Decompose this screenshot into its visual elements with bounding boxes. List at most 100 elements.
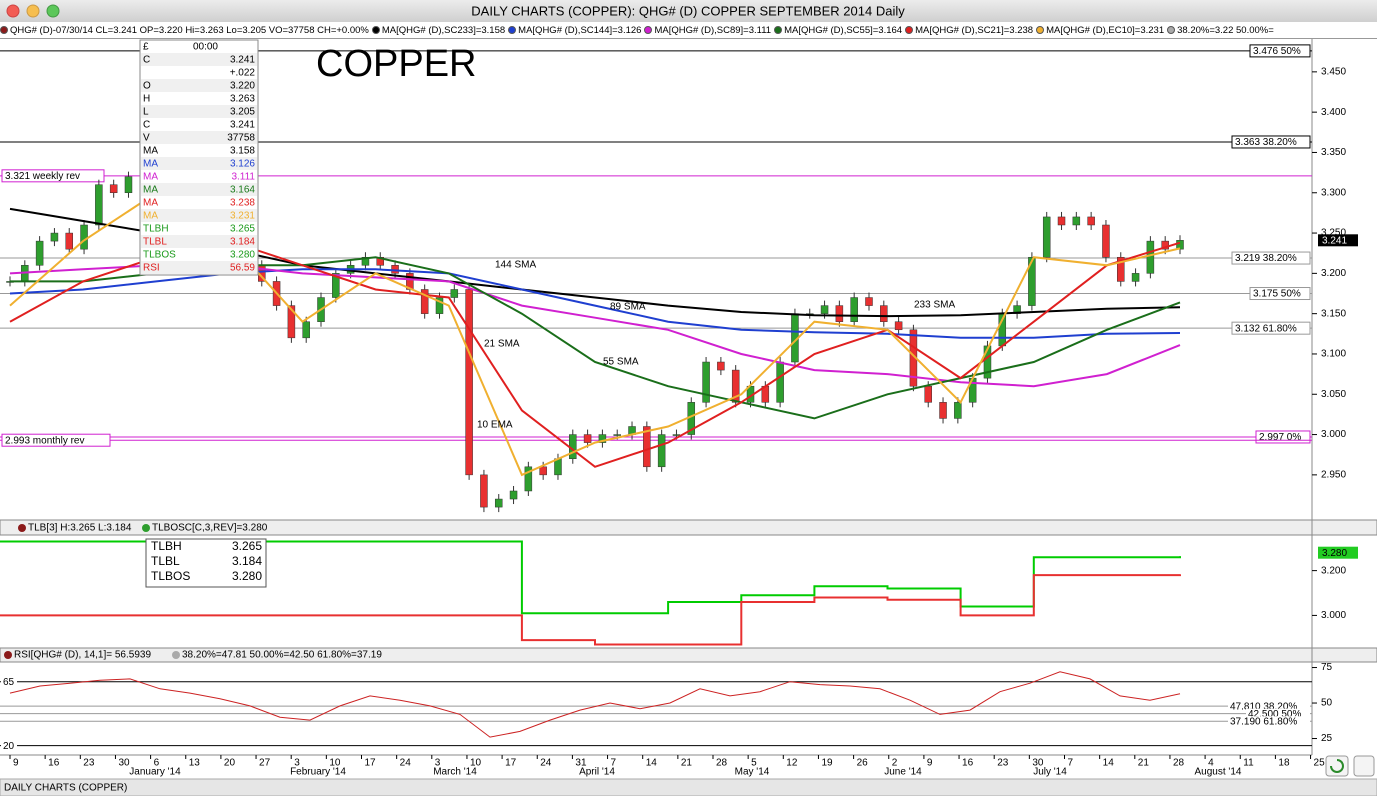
level-label: 3.363 38.20% [1235, 137, 1297, 148]
dw-label: RSI [143, 263, 160, 274]
header-text: MA[QHG# (D),SC89]=3.111 [654, 24, 772, 36]
candle-body [450, 289, 459, 298]
candle-body [613, 434, 621, 436]
candle-body [35, 240, 44, 266]
tlb-dot [18, 524, 26, 532]
moving-average [9, 268, 1181, 339]
date-label: 23 [83, 758, 95, 769]
month-label: August '14 [1195, 767, 1242, 778]
dw-value: 3.205 [230, 107, 255, 118]
date-label: 17 [505, 758, 517, 769]
rsi-header [0, 647, 1377, 663]
tools-button[interactable] [1353, 755, 1375, 777]
date-label: 19 [821, 758, 833, 769]
candle-body [717, 361, 725, 371]
tlb-osc-text: TLBOSC[C,3,REV]=3.280 [152, 523, 268, 534]
month-label: July '14 [1033, 767, 1067, 778]
candle-body [776, 361, 784, 403]
tlb-box-label: TLBOS [151, 569, 190, 583]
y-tick-label: 3.100 [1321, 349, 1346, 360]
header-item: MA[QHG# (D),SC89]=3.111 [644, 25, 771, 36]
candle-body [65, 232, 73, 250]
candle-body [480, 474, 488, 508]
refresh-button[interactable] [1325, 755, 1349, 777]
tlb-header-text: TLB[3] H:3.265 L:3.184 [28, 523, 132, 534]
date-label: 12 [786, 758, 798, 769]
rsi-tick-label: 75 [1321, 662, 1333, 673]
month-label: April '14 [579, 767, 615, 778]
candle-body [954, 402, 962, 419]
date-label: 24 [400, 758, 412, 769]
tlb-tick-label: 3.200 [1321, 565, 1346, 576]
dw-row-bg [141, 261, 257, 274]
rsi-level-box [1, 676, 17, 687]
minimize-button[interactable] [26, 4, 40, 18]
date-label: 14 [1103, 758, 1115, 769]
candle-body [287, 305, 296, 339]
rsi-plot: 65 20 47.810 38.20%42.500 50%37.190 61.80% [0, 671, 1312, 752]
annotation: 10 EMA [477, 420, 513, 431]
date-label: 14 [646, 758, 658, 769]
dw-label: MA [143, 159, 158, 170]
header-text: MA[QHG# (D),SC55]=3.164 [784, 24, 903, 36]
window-title: DAILY CHARTS (COPPER): QHG# (D) COPPER S… [471, 3, 905, 18]
tlb-box-label: TLBL [151, 554, 180, 568]
y-tick-label: 3.400 [1321, 107, 1346, 118]
candle-body [1161, 240, 1169, 250]
y-tick-label: 3.300 [1321, 187, 1346, 198]
candle-body [1057, 216, 1066, 226]
header-text: MA[QHG# (D),SC144]=3.126 [518, 24, 642, 36]
candle-body [865, 297, 873, 306]
dw-label: MA [143, 185, 158, 196]
status-bar [0, 778, 1377, 796]
annotation: 55 SMA [603, 357, 639, 368]
rsi-level-label: 47.810 38.20% [1230, 701, 1297, 712]
rsi-levels-text: 38.20%=47.81 50.00%=42.50 61.80%=37.19 [182, 650, 382, 661]
y-tick-label: 3.150 [1321, 308, 1346, 319]
candle-body [1087, 216, 1095, 226]
candle-body [124, 176, 133, 194]
dw-value: 3.111 [231, 172, 255, 183]
date-label: 9 [13, 758, 19, 769]
dw-label: TLBL [143, 237, 167, 248]
rsi-level-dot [172, 651, 180, 659]
annotation: 89 SMA [610, 302, 646, 313]
zoom-button[interactable] [46, 4, 60, 18]
candle-body [80, 224, 88, 250]
candle-body [657, 434, 666, 468]
close-button[interactable] [6, 4, 20, 18]
dw-value: 3.184 [230, 237, 255, 248]
date-label: 7 [1068, 758, 1074, 769]
annotation: 144 SMA [495, 260, 536, 271]
level-label: 3.175 50% [1253, 289, 1301, 300]
dw-row-bg [141, 105, 257, 118]
tlb-box-label: TLBH [151, 539, 182, 553]
level-label-box [1231, 251, 1311, 265]
candle-body [332, 273, 340, 298]
dw-header-value: 00:00 [193, 42, 218, 53]
dw-value: 3.220 [230, 81, 255, 92]
candle-body [702, 361, 710, 403]
date-label: 24 [540, 758, 552, 769]
date-label: 10 [470, 758, 482, 769]
level-label-box [1231, 135, 1311, 149]
dw-row-bg [141, 183, 257, 196]
date-label: 2 [892, 758, 898, 769]
candle-body [939, 402, 947, 419]
candle-body [835, 305, 844, 322]
dw-value: 3.231 [230, 211, 255, 222]
candle-body [361, 256, 370, 266]
header-text: MA[QHG# (D),SC233]=3.158 [381, 24, 506, 36]
title-bar [0, 0, 1377, 22]
date-label: 28 [716, 758, 728, 769]
dw-label: MA [143, 172, 158, 183]
candle-body [983, 345, 992, 379]
legend-dot [0, 26, 8, 34]
candle-body [50, 232, 59, 242]
dw-value: 3.164 [230, 185, 255, 196]
refresh-icon [1330, 759, 1344, 773]
date-label: 21 [681, 758, 693, 769]
dw-value: 3.158 [230, 146, 255, 157]
